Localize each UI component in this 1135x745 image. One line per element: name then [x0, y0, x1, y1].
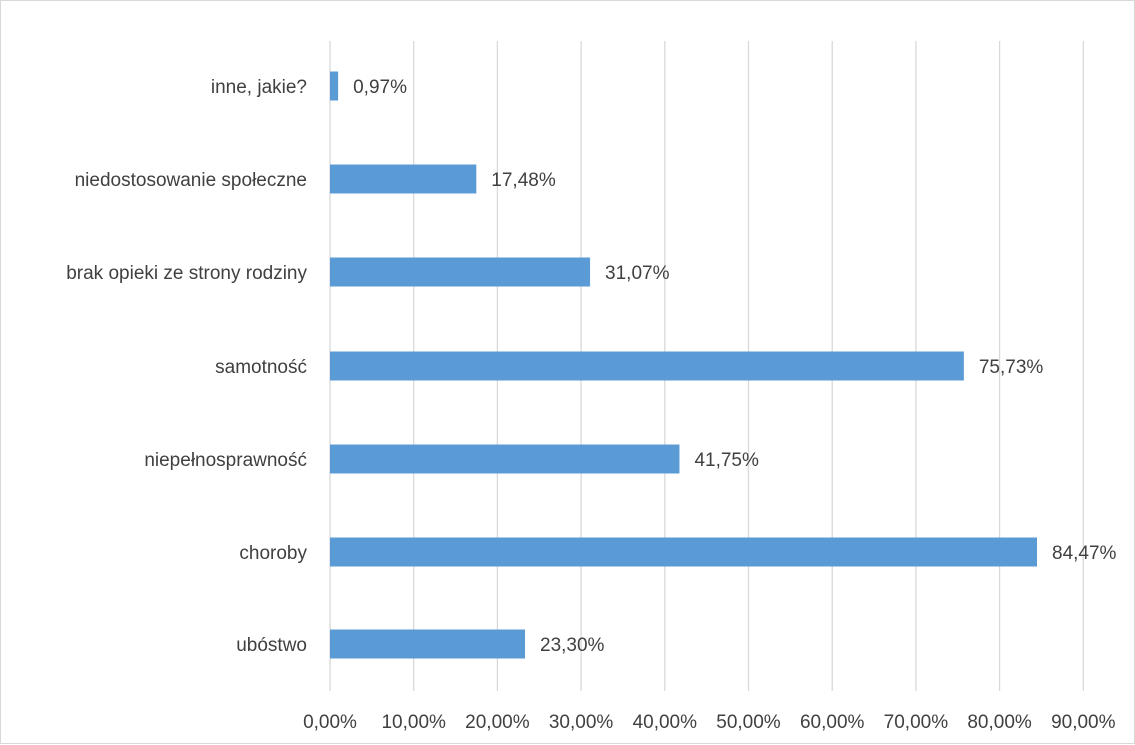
category-label: samotność	[215, 357, 307, 378]
x-tick-label: 0,00%	[303, 712, 357, 733]
x-tick-label: 30,00%	[549, 712, 614, 733]
x-axis-tick-labels: 0,00% 10,00% 20,00% 30,00% 40,00% 50,00% 60,00…	[303, 712, 1116, 733]
bar	[330, 71, 339, 101]
data-label: 75,73%	[979, 357, 1044, 378]
data-label: 0,97%	[353, 77, 407, 98]
x-tick-label: 20,00%	[465, 712, 530, 733]
data-label: 23,30%	[540, 635, 605, 656]
bar	[330, 444, 680, 474]
bar	[330, 164, 477, 194]
bar	[330, 257, 591, 287]
category-label: ubóstwo	[236, 635, 307, 656]
bars	[330, 71, 1038, 659]
data-label: 84,47%	[1052, 543, 1117, 564]
x-tick-label: 10,00%	[381, 712, 446, 733]
x-tick-label: 40,00%	[633, 712, 698, 733]
category-label: choroby	[239, 543, 307, 564]
category-label: brak opieki ze strony rodziny	[66, 263, 307, 284]
x-tick-label: 50,00%	[716, 712, 781, 733]
x-tick-label: 80,00%	[967, 712, 1032, 733]
category-label: inne, jakie?	[211, 77, 307, 98]
bar	[330, 629, 526, 659]
data-label: 31,07%	[605, 263, 670, 284]
x-tick-label: 60,00%	[800, 712, 865, 733]
data-label: 41,75%	[694, 450, 759, 471]
category-label: niepełnosprawność	[144, 450, 307, 471]
x-tick-label: 70,00%	[884, 712, 949, 733]
data-labels: 0,97% 17,48% 31,07% 75,73% 41,75% 84,47% 23,30…	[353, 77, 1116, 656]
bar	[330, 537, 1038, 567]
bar	[330, 351, 964, 381]
x-tick-label: 90,00%	[1051, 712, 1116, 733]
data-label: 17,48%	[491, 170, 556, 191]
category-labels: inne, jakie? niedostosowanie społeczne bra…	[66, 77, 307, 656]
category-label: niedostosowanie społeczne	[75, 170, 307, 191]
